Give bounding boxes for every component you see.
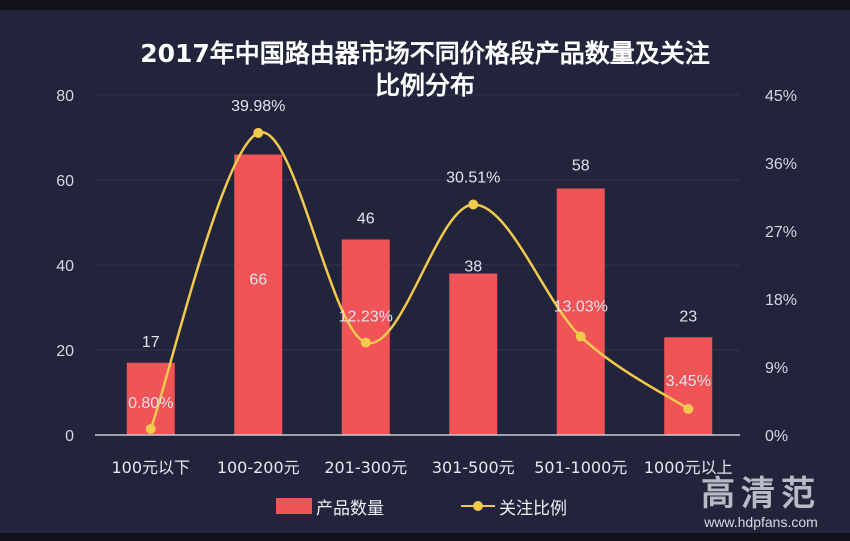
line-value-label: 12.23%: [339, 309, 393, 326]
bar-value-label: 38: [464, 259, 482, 276]
category-label: 301-500元: [432, 458, 515, 477]
left-axis-tick: 20: [56, 343, 74, 360]
bar-value-label: 66: [249, 272, 267, 289]
bar-swatch-icon: [276, 498, 312, 514]
bar-3: [449, 273, 498, 435]
line-point-marker: [145, 423, 156, 434]
legend-item-attention-ratio[interactable]: 关注比例: [461, 494, 567, 519]
right-axis-tick: 36%: [765, 156, 797, 173]
line-value-label: 13.03%: [554, 299, 608, 316]
category-label: 501-1000元: [534, 458, 627, 477]
legend-item-product-count[interactable]: 产品数量: [276, 494, 384, 519]
left-axis-tick: 0: [65, 428, 74, 445]
bar-value-label: 58: [572, 158, 590, 175]
bar-value-label: 17: [142, 334, 160, 351]
chart-title-line1: 2017年中国路由器市场不同价格段产品数量及关注: [140, 39, 710, 68]
line-point-marker: [683, 403, 694, 414]
watermark-url: www.hdpfans.com: [704, 514, 818, 530]
legend-label-product-count: 产品数量: [316, 498, 384, 519]
right-axis-tick: 9%: [765, 360, 788, 377]
watermark-brand: 高清范: [701, 474, 821, 514]
line-value-label: 39.98%: [231, 98, 285, 115]
line-point-marker: [253, 127, 264, 138]
legend-label-attention-ratio: 关注比例: [499, 498, 567, 519]
line-value-label: 0.80%: [128, 395, 173, 412]
left-axis-tick: 60: [56, 173, 74, 190]
chart-title-line2: 比例分布: [374, 71, 475, 100]
category-label: 201-300元: [324, 458, 407, 477]
right-axis-tick: 45%: [765, 88, 797, 105]
left-axis-tick: 80: [56, 88, 74, 105]
bar-value-label: 46: [357, 211, 375, 228]
bar-4: [556, 188, 605, 435]
line-point-marker: [575, 331, 586, 342]
watermark: 高清范 www.hdpfans.com: [676, 475, 846, 531]
right-axis-tick: 0%: [765, 428, 788, 445]
attention-ratio-line: [149, 131, 689, 430]
category-label: 100元以下: [111, 458, 190, 477]
bottom-border: [0, 533, 850, 541]
line-value-label: 3.45%: [666, 373, 711, 390]
category-label: 100-200元: [217, 458, 300, 477]
line-value-label: 30.51%: [446, 169, 500, 186]
category-label: 1000元以上: [644, 458, 733, 477]
line-marker-swatch-icon: [461, 498, 495, 514]
line-point-marker: [360, 337, 371, 348]
left-axis-tick: 40: [56, 258, 74, 275]
line-point-marker: [468, 199, 479, 210]
top-border: [0, 0, 850, 10]
right-axis-tick: 18%: [765, 292, 797, 309]
bar-5: [664, 337, 713, 435]
bar-1: [234, 154, 283, 435]
chart-title: 2017年中国路由器市场不同价格段产品数量及关注 比例分布: [0, 38, 850, 102]
bar-value-label: 23: [679, 308, 697, 325]
right-axis-tick: 27%: [765, 224, 797, 241]
